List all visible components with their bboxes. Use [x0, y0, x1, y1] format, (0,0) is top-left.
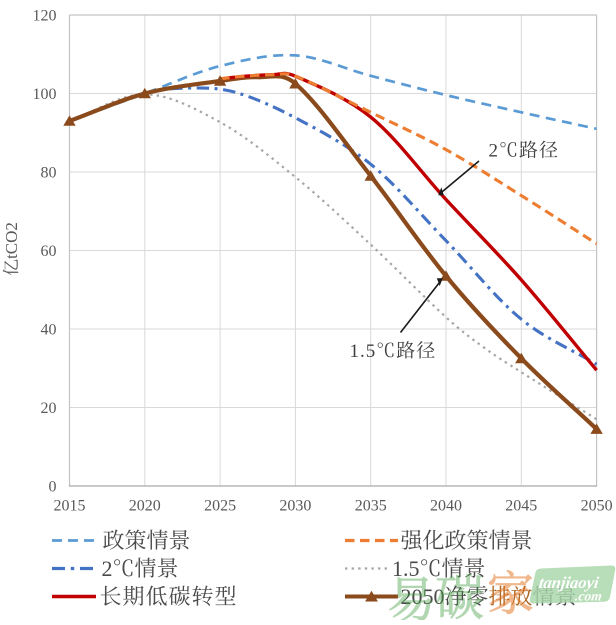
svg-text:长期低碳转型: 长期低碳转型 [100, 584, 238, 609]
svg-text:20: 20 [41, 400, 57, 417]
svg-text:碳: 碳 [435, 571, 484, 620]
svg-text:0: 0 [49, 479, 57, 496]
svg-text:60: 60 [41, 243, 57, 260]
svg-text:.com: .com [574, 589, 603, 604]
svg-text:2040: 2040 [430, 498, 462, 515]
svg-text:2050: 2050 [581, 498, 613, 515]
svg-text:强化政策情景: 强化政策情景 [401, 528, 533, 553]
svg-text:2025: 2025 [204, 498, 236, 515]
svg-text:2℃路径: 2℃路径 [489, 141, 560, 162]
svg-text:2020: 2020 [129, 498, 161, 515]
svg-text:亿tCO2: 亿tCO2 [2, 222, 21, 276]
svg-text:2℃情景: 2℃情景 [102, 556, 179, 581]
svg-text:1.5℃路径: 1.5℃路径 [350, 341, 437, 362]
svg-text:家: 家 [487, 569, 534, 620]
svg-text:易: 易 [387, 573, 436, 620]
svg-text:2030: 2030 [279, 498, 311, 515]
svg-text:政策情景: 政策情景 [103, 528, 191, 553]
svg-text:2015: 2015 [54, 498, 86, 515]
svg-text:120: 120 [33, 8, 57, 25]
svg-text:80: 80 [41, 165, 57, 182]
svg-text:2035: 2035 [355, 498, 387, 515]
svg-text:1.5℃情景: 1.5℃情景 [392, 556, 486, 581]
svg-text:tanjiaoyi: tanjiaoyi [538, 573, 601, 592]
svg-text:40: 40 [41, 322, 57, 339]
svg-text:100: 100 [33, 86, 57, 103]
svg-text:2045: 2045 [505, 498, 537, 515]
